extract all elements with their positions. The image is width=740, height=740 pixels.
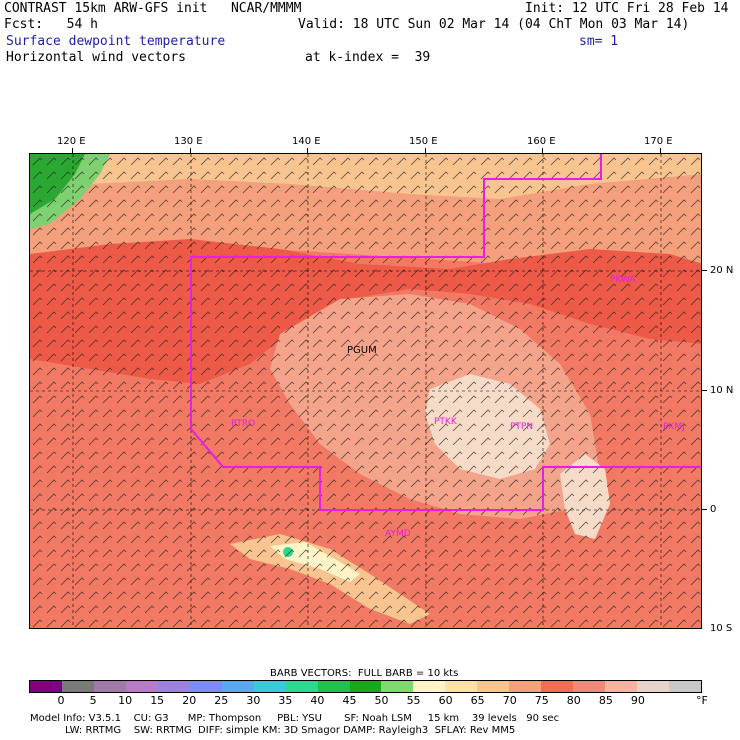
colorbar-tick-label: 25 xyxy=(214,694,229,707)
colorbar-swatch xyxy=(221,681,254,692)
lon-tick xyxy=(542,148,543,153)
colorbar-swatch xyxy=(605,681,638,692)
colorbar-swatch xyxy=(285,681,318,692)
model-physics: LW: RRTMG SW: RRTMG DIFF: simple KM: 3D … xyxy=(30,725,516,736)
init-time: Init: 12 UTC Fri 28 Feb 14 xyxy=(525,1,729,16)
colorbar-tick-label: 5 xyxy=(89,694,97,707)
station-label: PGUM xyxy=(347,345,377,356)
lon-label-160e: 160 E xyxy=(527,136,556,147)
station-label: PKWA xyxy=(610,275,636,285)
lon-tick xyxy=(190,148,191,153)
dewpoint-wind-map[interactable] xyxy=(29,153,702,629)
colorbar-tick-label: 85 xyxy=(598,694,613,707)
colorbar-swatch xyxy=(477,681,510,692)
wind-barb-field xyxy=(30,154,701,628)
colorbar-swatch xyxy=(157,681,190,692)
lat-tick xyxy=(702,509,707,510)
colorbar-swatch xyxy=(30,681,62,692)
colorbar-swatch xyxy=(669,681,702,692)
lon-tick xyxy=(660,148,661,153)
field-primary: Surface dewpoint temperature xyxy=(6,34,226,49)
lon-tick xyxy=(72,148,73,153)
region-boundary xyxy=(190,154,701,511)
lon-label-150e: 150 E xyxy=(409,136,438,147)
forecast-hour: Fcst: 54 h xyxy=(4,17,98,32)
colorbar-swatch xyxy=(509,681,542,692)
lat-lon-grid xyxy=(30,154,701,628)
colorbar-swatch xyxy=(381,681,414,692)
colorbar-tick-label: 90 xyxy=(630,694,645,707)
station-label: AYMD xyxy=(385,529,411,539)
lat-label-equator: 0 xyxy=(710,504,717,515)
lat-label-20n: 20 N xyxy=(710,265,734,276)
vertical-level: at k-index = 39 xyxy=(305,50,431,65)
colorbar-swatch xyxy=(125,681,158,692)
colorbar-tick-label: 80 xyxy=(566,694,581,707)
colorbar-tick-label: 10 xyxy=(118,694,133,707)
lon-label-120e: 120 E xyxy=(57,136,86,147)
model-info: Model Info: V3.5.1 CU: G3 MP: Thompson P… xyxy=(30,713,560,724)
lon-label-170e: 170 E xyxy=(644,136,673,147)
lat-tick xyxy=(702,390,707,391)
colorbar-swatch xyxy=(349,681,382,692)
colorbar-swatch xyxy=(189,681,222,692)
colorbar-tick-label: 20 xyxy=(182,694,197,707)
colorbar-tick-label: 60 xyxy=(438,694,453,707)
colorbar-tick-label: 45 xyxy=(342,694,357,707)
colorbar-tick-label: 55 xyxy=(406,694,421,707)
colorbar-tick-label: 65 xyxy=(470,694,485,707)
colorbar-swatch xyxy=(573,681,606,692)
lon-tick xyxy=(425,148,426,153)
lat-label-10n: 10 N xyxy=(710,385,734,396)
colorbar-tick-label: 40 xyxy=(310,694,325,707)
colorbar-tick-label: 35 xyxy=(278,694,293,707)
colorbar-swatch xyxy=(61,681,94,692)
colorbar-tick-label: 70 xyxy=(502,694,517,707)
station-label: PTRO xyxy=(231,419,256,429)
station-label: PTPN xyxy=(510,422,534,432)
model-title: CONTRAST 15km ARW-GFS init NCAR/MMMM xyxy=(4,1,302,16)
colorbar-swatch xyxy=(541,681,574,692)
colorbar-tick-label: 0 xyxy=(57,694,65,707)
colorbar-tick-label: 50 xyxy=(374,694,389,707)
colorbar-swatch xyxy=(445,681,478,692)
lat-label-10s: 10 S xyxy=(710,623,733,634)
valid-time: Valid: 18 UTC Sun 02 Mar 14 (04 ChT Mon … xyxy=(298,17,690,32)
map-canvas xyxy=(30,154,701,628)
colorbar-swatch xyxy=(317,681,350,692)
colorbar-unit: °F xyxy=(696,694,708,707)
station-label: PKMJ xyxy=(663,422,685,432)
colorbar-swatch xyxy=(93,681,126,692)
lon-label-140e: 140 E xyxy=(292,136,321,147)
colorbar-tick-label: 15 xyxy=(150,694,165,707)
lon-label-130e: 130 E xyxy=(174,136,203,147)
colorbar-tick-label: 30 xyxy=(246,694,261,707)
barb-legend: BARB VECTORS: FULL BARB = 10 kts xyxy=(270,668,459,679)
lon-tick xyxy=(307,148,308,153)
colorbar-tick-label: 75 xyxy=(534,694,549,707)
smoothing: sm= 1 xyxy=(579,34,619,49)
lat-tick xyxy=(702,270,707,271)
colorbar-swatch xyxy=(413,681,446,692)
field-secondary: Horizontal wind vectors xyxy=(6,50,187,65)
colorbar-swatch xyxy=(253,681,286,692)
station-label: PTKK xyxy=(434,417,457,427)
colorbar-swatch xyxy=(637,681,670,692)
dewpoint-colorbar xyxy=(29,680,702,693)
